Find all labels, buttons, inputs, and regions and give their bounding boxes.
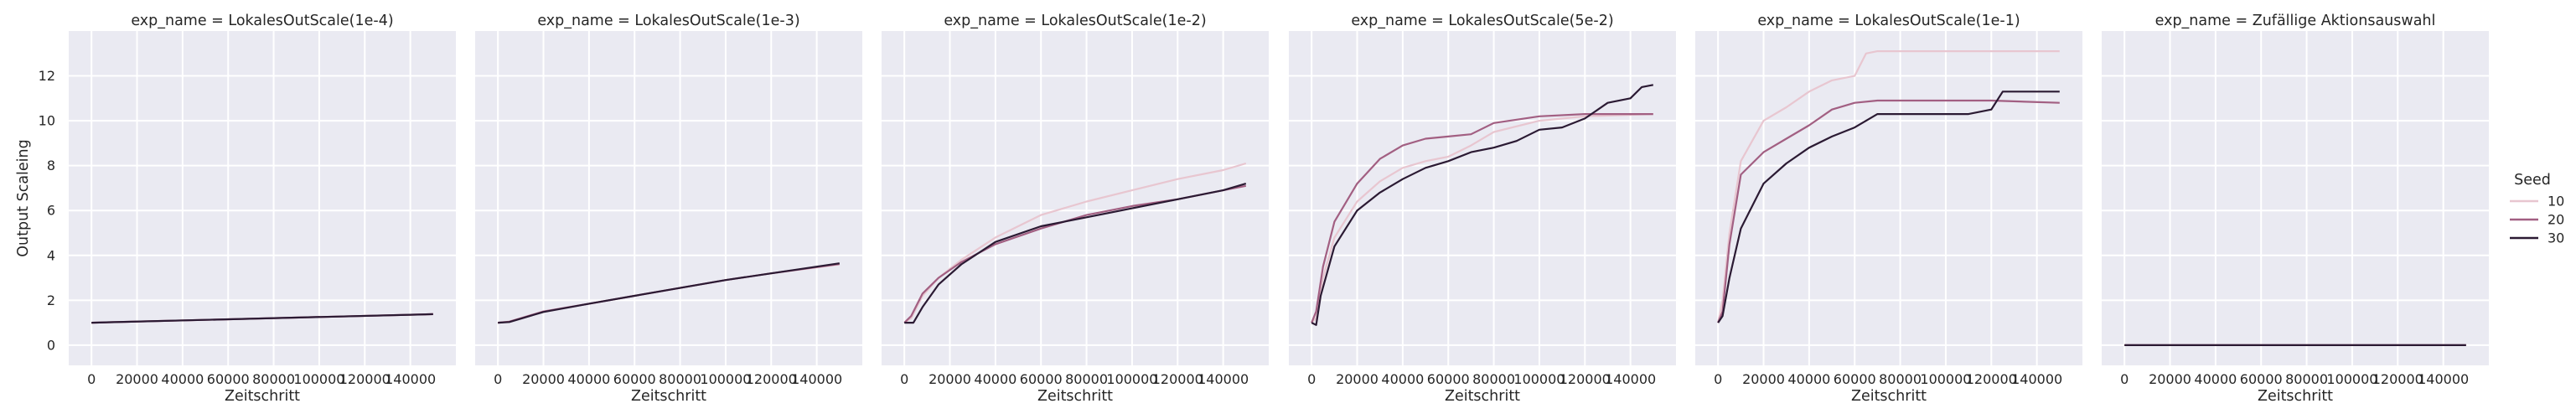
x-tick-label: 80000 bbox=[252, 371, 295, 387]
series-line-seed-10 bbox=[1717, 50, 2060, 323]
x-axis-title: Zeitschritt bbox=[1445, 388, 1520, 405]
x-axis-title: Zeitschritt bbox=[1037, 388, 1113, 405]
legend-label-seed-20: 20 bbox=[2548, 212, 2564, 228]
panel-title: exp_name = LokalesOutScale(1e-1) bbox=[1757, 13, 2020, 29]
x-axis-title: Zeitschritt bbox=[225, 388, 300, 405]
x-tick-label: 120000 bbox=[1152, 371, 1203, 387]
x-tick-label: 140000 bbox=[2011, 371, 2062, 387]
x-tick-label: 20000 bbox=[116, 371, 158, 387]
x-tick-label: 140000 bbox=[1605, 371, 1656, 387]
x-tick-label: 60000 bbox=[2240, 371, 2283, 387]
y-tick-label: 12 bbox=[39, 68, 55, 84]
series-line-seed-10 bbox=[1311, 113, 1653, 323]
x-tick-label: 100000 bbox=[1920, 371, 1971, 387]
x-tick-label: 0 bbox=[900, 371, 908, 387]
series-line-seed-30 bbox=[1311, 84, 1654, 326]
plot-area bbox=[1289, 31, 1676, 365]
legend-label-seed-30: 30 bbox=[2548, 230, 2564, 246]
x-tick-label: 100000 bbox=[700, 371, 751, 387]
x-tick-label: 140000 bbox=[791, 371, 842, 387]
x-tick-label: 80000 bbox=[1065, 371, 1108, 387]
panel-title: exp_name = LokalesOutScale(1e-3) bbox=[537, 13, 799, 29]
y-axis-title: Output Scaleing bbox=[15, 139, 32, 257]
plot-area bbox=[475, 31, 862, 365]
legend: Seed 10 20 30 bbox=[2510, 172, 2564, 246]
panels: 0 20000 40000 60000 800001000001200001400000… bbox=[15, 13, 2489, 405]
y-tick-label: 6 bbox=[47, 203, 55, 219]
x-tick-label: 80000 bbox=[1472, 371, 1515, 387]
x-tick-label: 120000 bbox=[1560, 371, 1611, 387]
plot-area bbox=[1695, 31, 2082, 365]
y-tick-label: 0 bbox=[47, 337, 55, 353]
x-tick-label: 140000 bbox=[385, 371, 436, 387]
x-tick-label: 40000 bbox=[974, 371, 1016, 387]
x-tick-label: 140000 bbox=[1197, 371, 1249, 387]
x-tick-label: 0 bbox=[87, 371, 96, 387]
x-tick-label: 40000 bbox=[161, 371, 204, 387]
panel-title: exp_name = LokalesOutScale(1e-4) bbox=[131, 13, 393, 29]
series-line-seed-30 bbox=[1717, 91, 2060, 323]
series-line-seed-30 bbox=[498, 262, 840, 324]
x-tick-label: 20000 bbox=[1742, 371, 1785, 387]
x-tick-label: 60000 bbox=[613, 371, 656, 387]
x-tick-label: 0 bbox=[494, 371, 502, 387]
x-tick-label: 140000 bbox=[2418, 371, 2469, 387]
series-line-seed-20 bbox=[1717, 99, 2060, 323]
x-tick-label: 120000 bbox=[2372, 371, 2423, 387]
x-tick-label: 100000 bbox=[2326, 371, 2377, 387]
x-tick-label: 120000 bbox=[339, 371, 391, 387]
x-axis-title: Zeitschritt bbox=[2258, 388, 2333, 405]
series-line-seed-30 bbox=[904, 183, 1247, 324]
x-tick-label: 100000 bbox=[293, 371, 344, 387]
series-line-seed-20 bbox=[1311, 113, 1653, 323]
plot-area bbox=[2102, 31, 2489, 365]
plot-area bbox=[882, 31, 1269, 365]
x-axis-title: Zeitschritt bbox=[631, 388, 706, 405]
series-line-seed-10 bbox=[903, 162, 1247, 324]
y-tick-label: 8 bbox=[47, 158, 55, 173]
y-tick-label: 10 bbox=[39, 113, 55, 129]
series-line-seed-30 bbox=[91, 313, 433, 324]
legend-title: Seed bbox=[2514, 172, 2551, 189]
x-tick-label: 0 bbox=[2120, 371, 2129, 387]
panel-title: exp_name = LokalesOutScale(1e-2) bbox=[944, 13, 1206, 29]
panel-title: exp_name = LokalesOutScale(5e-2) bbox=[1351, 13, 1613, 29]
x-tick-label: 40000 bbox=[567, 371, 610, 387]
x-tick-label: 80000 bbox=[2285, 371, 2328, 387]
x-tick-label: 20000 bbox=[1336, 371, 1379, 387]
x-tick-label: 100000 bbox=[1106, 371, 1157, 387]
x-tick-label: 120000 bbox=[1966, 371, 2017, 387]
x-tick-label: 60000 bbox=[1427, 371, 1470, 387]
x-tick-label: 20000 bbox=[2149, 371, 2191, 387]
x-tick-label: 60000 bbox=[1020, 371, 1063, 387]
x-tick-label: 0 bbox=[1307, 371, 1316, 387]
x-tick-label: 20000 bbox=[928, 371, 971, 387]
x-tick-label: 0 bbox=[1714, 371, 1722, 387]
x-tick-label: 100000 bbox=[1513, 371, 1565, 387]
x-tick-label: 80000 bbox=[659, 371, 701, 387]
x-axis-title: Zeitschritt bbox=[1851, 388, 1927, 405]
legend-label-seed-10: 10 bbox=[2548, 194, 2564, 210]
x-tick-label: 60000 bbox=[1834, 371, 1876, 387]
plot-area bbox=[69, 31, 456, 365]
x-tick-label: 40000 bbox=[2194, 371, 2237, 387]
x-tick-label: 40000 bbox=[1381, 371, 1424, 387]
y-tick-label: 2 bbox=[47, 292, 55, 308]
x-tick-label: 40000 bbox=[1787, 371, 1830, 387]
x-tick-label: 20000 bbox=[522, 371, 565, 387]
x-tick-label: 120000 bbox=[746, 371, 797, 387]
panel-title: exp_name = Zufällige Aktionsauswahl bbox=[2155, 13, 2436, 29]
x-tick-label: 80000 bbox=[1879, 371, 1922, 387]
y-tick-label: 4 bbox=[47, 247, 55, 263]
x-tick-label: 60000 bbox=[207, 371, 250, 387]
